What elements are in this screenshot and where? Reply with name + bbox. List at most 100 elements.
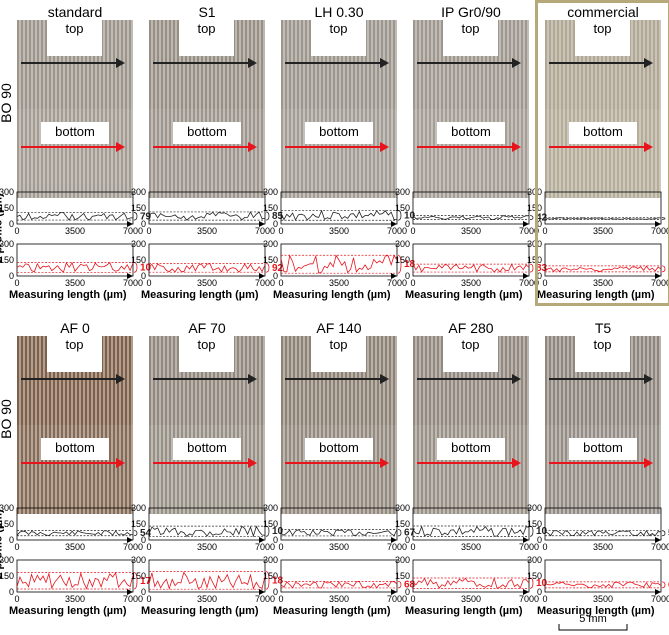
top-label: top xyxy=(575,20,630,56)
y-tick-label: 300 xyxy=(0,240,14,249)
y-tick-label: 150 xyxy=(131,255,146,265)
z-profile-line xyxy=(412,263,530,273)
bracket xyxy=(661,265,666,273)
y-tick-label: 300 xyxy=(395,556,410,565)
bracket xyxy=(661,530,666,537)
bottom-profile-plot: 3001500035007000102 xyxy=(0,240,151,288)
x-axis-arrow xyxy=(523,589,529,595)
z-profile-line xyxy=(412,525,530,537)
bracket xyxy=(265,571,270,590)
x-tick-label: 0 xyxy=(542,594,547,604)
y-tick-label: 150 xyxy=(395,255,410,265)
y-tick-label: 150 xyxy=(131,203,146,213)
roughness-value: 79 xyxy=(140,211,151,222)
y-tick-label: 300 xyxy=(131,504,146,513)
x-tick-label: 0 xyxy=(278,278,283,288)
bracket xyxy=(529,215,534,221)
bottom-measure-arrow xyxy=(153,458,257,468)
sample-photo: top bottom xyxy=(281,336,397,514)
bracket xyxy=(133,530,138,537)
x-axis-arrow xyxy=(391,589,397,595)
x-axis-arrow xyxy=(523,221,529,227)
plot-frame xyxy=(412,191,530,225)
sample-photo: top bottom xyxy=(281,20,397,198)
scale-bar-line xyxy=(558,624,628,631)
top-measure-arrow xyxy=(21,374,125,384)
x-axis-arrow xyxy=(391,221,397,227)
x-tick-label: 7000 xyxy=(519,594,539,604)
x-tick-label: 3500 xyxy=(65,226,85,236)
x-tick-label: 3500 xyxy=(461,594,481,604)
scale-bar-label: 5 mm xyxy=(579,613,607,625)
bracket xyxy=(133,572,138,590)
z-profile-line xyxy=(544,581,662,589)
x-axis-arrow xyxy=(655,589,661,595)
bracket xyxy=(529,263,534,273)
top-label: top xyxy=(47,336,102,372)
top-label: top xyxy=(179,336,234,372)
bottom-label: bottom xyxy=(305,122,373,144)
z-profile-line xyxy=(544,265,662,273)
x-tick-label: 7000 xyxy=(519,542,539,552)
plot-frame xyxy=(280,559,398,593)
y-tick-label: 0 xyxy=(141,587,146,597)
bottom-label: bottom xyxy=(437,122,505,144)
x-axis-arrow xyxy=(259,273,265,279)
roughness-value: 108 xyxy=(536,526,547,537)
bottom-measure-arrow xyxy=(549,458,653,468)
y-tick-label: 150 xyxy=(527,203,542,213)
y-tick-label: 300 xyxy=(527,188,542,197)
roughness-value: 187 xyxy=(404,259,415,270)
y-tick-label: 300 xyxy=(395,504,410,513)
bottom-label: bottom xyxy=(305,438,373,460)
bottom-label: bottom xyxy=(437,438,505,460)
y-tick-label: 150 xyxy=(395,571,410,581)
bottom-label: bottom xyxy=(41,122,109,144)
plot-frame xyxy=(148,507,266,541)
x-tick-label: 3500 xyxy=(461,226,481,236)
y-tick-label: 300 xyxy=(131,188,146,197)
x-axis-arrow xyxy=(523,537,529,543)
y-tick-label: 300 xyxy=(263,240,278,249)
z-profile-line xyxy=(280,209,398,221)
x-tick-label: 7000 xyxy=(519,278,539,288)
plot-frame xyxy=(544,559,662,593)
plot-frame xyxy=(544,191,662,225)
x-tick-label: 0 xyxy=(278,226,283,236)
x-tick-label: 0 xyxy=(14,542,19,552)
y-tick-label: 150 xyxy=(131,519,146,529)
x-tick-label: 7000 xyxy=(123,542,143,552)
y-tick-label: 150 xyxy=(527,519,542,529)
x-axis-arrow xyxy=(259,221,265,227)
x-tick-label: 7000 xyxy=(123,226,143,236)
z-profile-line xyxy=(280,581,398,589)
x-tick-label: 3500 xyxy=(65,594,85,604)
y-tick-label: 0 xyxy=(273,271,278,281)
top-profile-plot: 3001500035007000101 xyxy=(263,188,415,236)
x-tick-label: 7000 xyxy=(387,226,407,236)
plot-frame xyxy=(544,507,662,541)
top-label: top xyxy=(443,336,498,372)
plot-frame xyxy=(148,243,266,277)
z-profile-line xyxy=(16,212,134,221)
y-tick-label: 150 xyxy=(395,519,410,529)
x-tick-label: 0 xyxy=(278,542,283,552)
y-tick-label: 0 xyxy=(537,271,542,281)
x-tick-label: 0 xyxy=(410,594,415,604)
top-label: top xyxy=(575,336,630,372)
bracket xyxy=(529,525,534,537)
z-profile-line xyxy=(148,263,266,273)
bracket xyxy=(265,211,270,221)
bottom-measure-arrow xyxy=(549,142,653,152)
sample-photo: top bottom xyxy=(149,20,265,198)
x-tick-label: 7000 xyxy=(651,542,669,552)
top-profile-plot: 3001500035007000108 xyxy=(395,504,547,552)
sample-title: S1 xyxy=(198,4,216,20)
plot-frame xyxy=(280,507,398,541)
measuring-length-label: Measuring length (µm) xyxy=(141,289,259,301)
bracket xyxy=(661,217,666,220)
bracket xyxy=(397,210,402,221)
